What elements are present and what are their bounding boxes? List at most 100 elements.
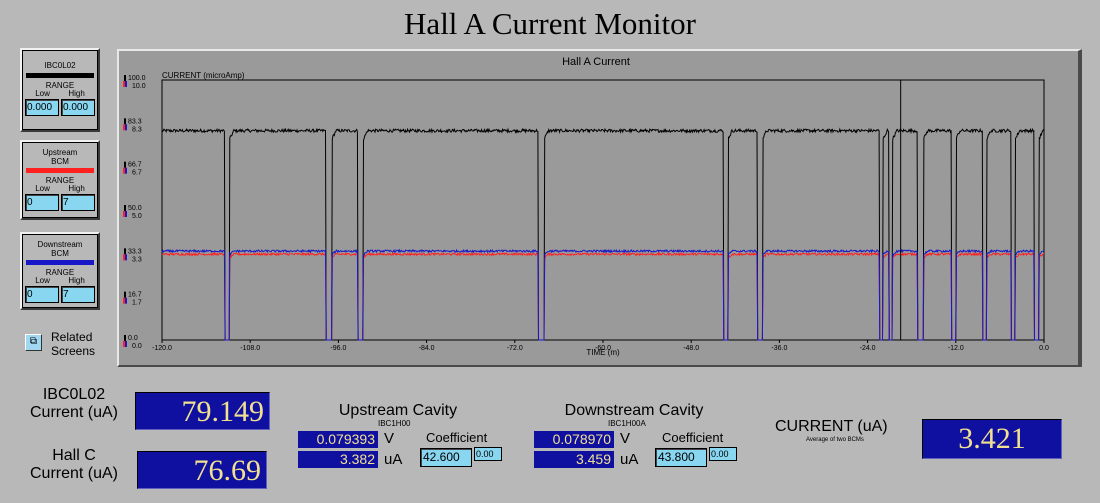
range-low-input[interactable]: 0: [25, 194, 59, 211]
y-tick-marker-red: [123, 254, 125, 261]
range-high-input[interactable]: 7: [61, 194, 95, 211]
ibc-label-line2: Current (uA): [29, 404, 119, 421]
y-tick-marker-blue: [125, 297, 127, 304]
y-tick-label-secondary: 1.7: [132, 300, 142, 307]
related-line1: Related: [51, 330, 93, 344]
y-tick-marker-red: [123, 167, 125, 174]
y-tick-label-primary: 100.0: [128, 75, 146, 82]
panel-name: Downstream BCM: [22, 240, 98, 258]
low-label: Low: [35, 184, 50, 193]
series-line-downstream: [161, 248, 1045, 341]
x-tick-label: -72.0: [507, 345, 523, 352]
x-tick-label: -120.0: [152, 345, 172, 352]
range-low-input[interactable]: 0.000: [25, 99, 59, 116]
range-high-input[interactable]: 7: [61, 286, 95, 303]
hallc-label-line1: Hall C: [52, 447, 96, 464]
panel-name-label: Upstream: [42, 148, 78, 157]
x-tick-label: -12.0: [948, 345, 964, 352]
y-tick-marker-primary: [124, 205, 126, 211]
y-tick-marker-red: [123, 341, 125, 347]
range-low-input[interactable]: 0: [25, 286, 59, 303]
y-tick-marker-red: [123, 124, 125, 131]
panel-name-label-2: BCM: [51, 157, 69, 166]
upstream-title: Upstream Cavity: [338, 402, 458, 419]
x-tick-label: -108.0: [240, 345, 260, 352]
y-tick-marker-blue: [125, 254, 127, 261]
x-tick-label: -36.0: [771, 345, 787, 352]
series-line-upstream: [161, 251, 1045, 341]
range-high-input[interactable]: 0.000: [61, 99, 95, 116]
upstream-volt-unit: V: [384, 430, 395, 447]
chart-x-label: TIME (m): [586, 348, 620, 357]
y-tick-marker-blue: [125, 341, 127, 347]
y-tick-label-secondary: 5.0: [132, 213, 142, 220]
downstream-coefficient-input[interactable]: 43.800: [655, 448, 707, 467]
series-color-bar: [26, 73, 94, 78]
y-tick-marker-primary: [124, 75, 126, 81]
average-sub-label: Average of two BCMs: [806, 437, 864, 443]
y-tick-marker-blue: [125, 124, 127, 131]
upstream-current: 3.382: [298, 451, 378, 468]
panel-name-label: Downstream: [37, 240, 83, 249]
hallc-current-value: 76.69: [137, 451, 267, 489]
average-current-label: CURRENT (uA): [775, 418, 888, 435]
y-tick-marker-primary: [124, 248, 126, 255]
ibc-current-value: 79.149: [135, 392, 270, 430]
downstream-title: Downstream Cavity: [564, 402, 704, 419]
upstream-voltage: 0.079393: [298, 431, 378, 448]
series-color-bar: [26, 260, 94, 265]
current-chart: Hall A Current CURRENT (microAmp) TIME (…: [117, 49, 1082, 367]
related-screens-button[interactable]: ⧉: [25, 334, 42, 351]
upstream-current-unit: uA: [384, 451, 403, 468]
average-current-value: 3.421: [922, 419, 1062, 459]
y-tick-label-primary: 50.0: [128, 205, 142, 212]
high-label: High: [68, 184, 85, 193]
y-tick-label-primary: 33.3: [128, 248, 142, 255]
low-label: Low: [35, 276, 50, 285]
y-tick-marker-primary: [124, 118, 126, 125]
range-label: RANGE: [45, 81, 75, 90]
related-screens-label[interactable]: Related Screens: [51, 330, 95, 358]
y-tick-marker-primary: [124, 291, 126, 298]
x-tick-label: -60.0: [595, 345, 611, 352]
x-tick-label: -48.0: [683, 345, 699, 352]
y-tick-label-secondary: 10.0: [132, 83, 146, 90]
high-label: High: [68, 276, 85, 285]
y-tick-label-secondary: 8.3: [132, 126, 142, 133]
y-tick-label-primary: 83.3: [128, 118, 142, 125]
series-color-bar: [26, 168, 94, 173]
hallc-current-label: Hall C Current (uA): [18, 447, 130, 483]
x-tick-label: -96.0: [330, 345, 346, 352]
y-tick-marker-red: [123, 81, 125, 87]
range-panel-ibc0l02: IBC0L02 RANGE Low High 0.000 0.000: [20, 48, 100, 132]
chart-title: Hall A Current: [562, 56, 630, 68]
downstream-offset-input[interactable]: 0.00: [709, 447, 737, 461]
upstream-offset-input[interactable]: 0.00: [474, 447, 502, 461]
range-label: RANGE: [45, 176, 75, 185]
downstream-volt-unit: V: [620, 430, 631, 447]
upstream-coefficient-input[interactable]: 42.600: [420, 448, 472, 467]
y-tick-label-primary: 16.7: [128, 292, 142, 299]
y-tick-marker-primary: [124, 335, 126, 341]
y-tick-label-secondary: 3.3: [132, 256, 142, 263]
downstream-current-unit: uA: [620, 451, 639, 468]
chart-svg: Hall A Current CURRENT (microAmp) TIME (…: [123, 56, 1049, 357]
ibc-label-line1: IBC0L02: [42, 386, 106, 403]
upstream-sub: IBC1H00: [378, 419, 411, 428]
x-tick-label: 0.0: [1039, 345, 1049, 352]
upstream-coef-label: Coefficient: [426, 430, 488, 445]
y-tick-marker-blue: [125, 167, 127, 174]
x-ticks: -120.0 -108.0 -96.0 -84.0 -72.0 -60.0 -48.0 -36…: [152, 340, 1049, 352]
chart-y-label: CURRENT (microAmp): [162, 71, 245, 80]
series-group: [161, 127, 1045, 341]
ibc-current-label: IBC0L02 Current (uA): [18, 386, 130, 422]
panel-name: Upstream BCM: [22, 148, 98, 166]
y-tick-label-primary: 0.0: [128, 335, 138, 342]
x-tick-label: -24.0: [860, 345, 876, 352]
range-panel-downstream: Downstream BCM RANGE Low High 0 7: [20, 232, 100, 310]
panel-name-label: IBC0L02: [44, 61, 76, 70]
y-tick-label-primary: 66.7: [128, 162, 142, 169]
hallc-label-line2: Current (uA): [29, 465, 119, 482]
downstream-sub: IBC1H00A: [608, 419, 646, 428]
y-tick-marker-blue: [125, 211, 127, 217]
